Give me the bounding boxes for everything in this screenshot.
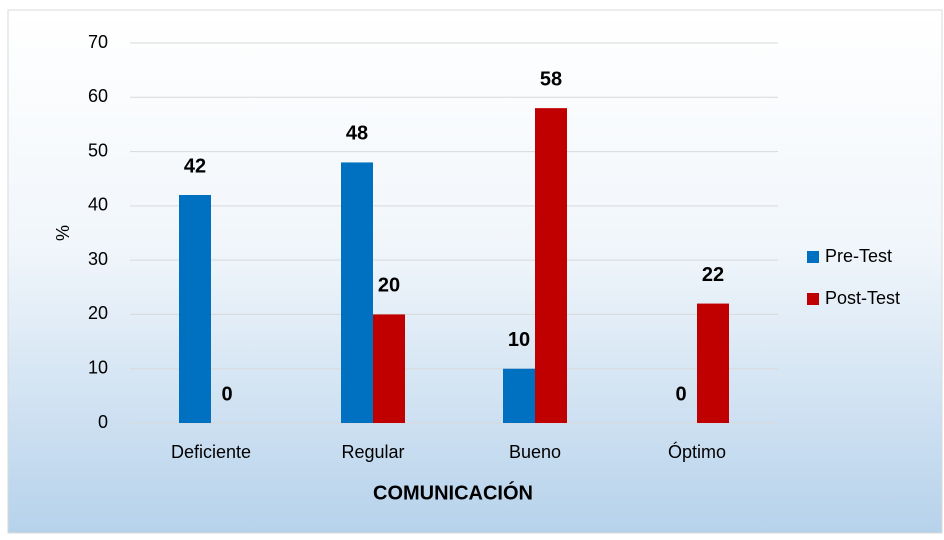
data-label: 0 xyxy=(675,383,686,405)
legend-label: Pre-Test xyxy=(825,246,892,266)
bar xyxy=(697,303,729,423)
y-tick-label: 10 xyxy=(88,357,108,377)
background xyxy=(7,9,943,534)
y-axis-label: % xyxy=(53,225,73,241)
y-tick-label: 0 xyxy=(98,412,108,432)
x-tick-label: Óptimo xyxy=(668,441,726,462)
y-tick-label: 40 xyxy=(88,195,108,215)
data-label: 42 xyxy=(184,155,206,177)
legend-swatch xyxy=(807,293,819,305)
y-tick-label: 50 xyxy=(88,140,108,160)
bar xyxy=(179,195,211,423)
x-tick-label: Bueno xyxy=(509,442,561,462)
bar xyxy=(341,162,373,423)
bar xyxy=(373,314,405,423)
x-tick-label: Regular xyxy=(341,442,404,462)
data-label: 0 xyxy=(221,383,232,405)
y-tick-label: 30 xyxy=(88,249,108,269)
data-label: 58 xyxy=(540,68,562,90)
x-axis-label: COMUNICACIÓN xyxy=(373,480,533,504)
x-tick-label: Deficiente xyxy=(171,442,251,462)
data-label: 10 xyxy=(508,329,530,351)
bar xyxy=(535,108,567,424)
bar xyxy=(503,368,535,423)
y-tick-label: 20 xyxy=(88,303,108,323)
y-tick-label: 60 xyxy=(88,86,108,106)
legend-swatch xyxy=(807,251,819,263)
y-tick-label: 70 xyxy=(88,32,108,52)
data-label: 48 xyxy=(346,123,368,145)
data-label: 22 xyxy=(702,264,724,286)
data-label: 20 xyxy=(378,275,400,297)
legend-label: Post-Test xyxy=(825,288,900,308)
